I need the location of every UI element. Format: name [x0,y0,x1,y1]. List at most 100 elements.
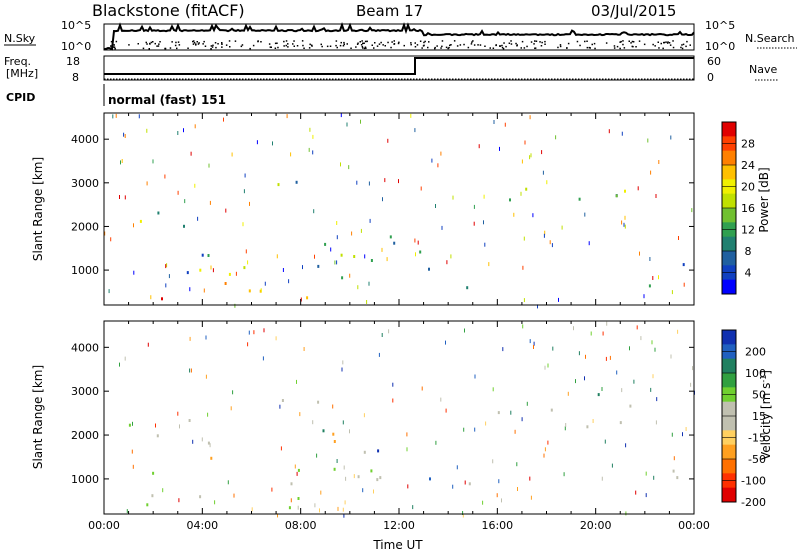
nsearch-point [192,40,194,43]
power-y-axis: 1000 2000 3000 4000 [71,133,694,277]
heatmap-cell [104,231,106,236]
heatmap-cell [387,138,389,143]
nsearch-point [362,42,364,45]
heatmap-cell [296,379,297,384]
nsearch-tick-high: 10^5 [705,19,735,32]
heatmap-cell [342,507,344,512]
colorbar-segment [722,330,736,345]
nsearch-point [471,41,473,43]
nsearch-point [260,41,262,43]
colorbar-tick-label: -200 [741,496,766,509]
nsearch-point [631,40,634,43]
nsearch-point [398,41,400,44]
heatmap-cell [671,432,673,437]
x-tick-label: 12:00 [383,519,415,532]
nsearch-point [326,45,329,48]
colorbar-segment [722,150,736,166]
heatmap-cell [542,170,544,175]
nsearch-point [159,41,161,43]
heatmap-cell [168,274,170,279]
nsearch-point [373,47,375,49]
heatmap-cell [478,144,480,149]
heatmap-cell [332,432,335,436]
nsearch-point [566,47,568,49]
heatmap-cell [513,212,515,217]
heatmap-cell [271,487,273,492]
heatmap-cell [243,189,245,194]
colorbar-segment [722,251,736,266]
power-y-label: Slant Range [km] [31,157,45,261]
nsearch-point [283,45,285,47]
heatmap-cell [309,127,311,132]
heatmap-cell [324,242,327,246]
heatmap-cell [484,242,486,247]
heatmap-cell [624,224,626,229]
nsearch-point [293,40,295,42]
heatmap-cell [297,468,300,472]
nsearch-point [114,47,116,50]
heatmap-cell [464,328,465,333]
nsearch-point [225,44,228,46]
heatmap-cell [312,134,314,139]
heatmap-cell [256,140,258,145]
heatmap-cell [332,404,334,409]
heatmap-cell [682,263,685,267]
nsearch-point [274,47,277,49]
heatmap-cell [601,387,603,391]
heatmap-cell [288,279,290,284]
heatmap-cell [272,141,273,146]
heatmap-cell [299,412,301,417]
colorbar-segment [722,459,736,474]
nsearch-point [110,40,113,43]
heatmap-cell [473,221,475,226]
nsearch-point [505,45,507,48]
nsearch-point [479,44,482,46]
nsearch-point [175,41,177,44]
nsearch-point [374,42,376,44]
nsearch-point [110,45,112,47]
nsearch-point [221,46,223,48]
nsearch-point [371,44,373,46]
nsearch-point [310,44,313,46]
heatmap-cell [112,114,114,119]
power-heatmap [104,113,693,309]
heatmap-cell [312,150,314,155]
heatmap-cell [231,152,233,157]
heatmap-cell [343,513,345,518]
heatmap-cell [398,179,399,184]
heatmap-cell [658,275,659,280]
heatmap-cell [360,228,362,233]
velocity-frame [103,320,695,515]
heatmap-cell [625,511,627,516]
velocity-heatmap [119,321,695,518]
heatmap-cell [192,439,194,444]
heatmap-cell [384,178,386,183]
nave-tick-high: 60 [707,55,721,68]
heatmap-cell [592,419,594,423]
heatmap-cell [295,180,298,184]
heatmap-cell [353,255,356,258]
nsearch-point [681,44,683,46]
nsearch-point [320,43,322,46]
heatmap-cell [336,235,338,240]
heatmap-cell [493,120,495,124]
nsearch-point [477,44,479,46]
heatmap-cell [264,281,266,286]
nsearch-point [193,40,195,42]
heatmap-cell [164,174,166,179]
nsearch-point [240,45,243,48]
nsearch-point [567,42,570,45]
heatmap-cell [177,131,179,135]
nsearch-point [137,43,139,45]
nsearch-point [428,41,430,43]
heatmap-cell [378,352,380,357]
nsearch-point [397,42,400,45]
heatmap-cell [514,429,516,434]
nsearch-point [382,44,384,46]
nsearch-point [329,45,332,47]
nsearch-point [660,42,662,45]
nsearch-point [113,46,116,48]
heatmap-cell [532,213,534,218]
nsky-label: N.Sky [4,32,36,45]
heatmap-cell [227,480,229,485]
